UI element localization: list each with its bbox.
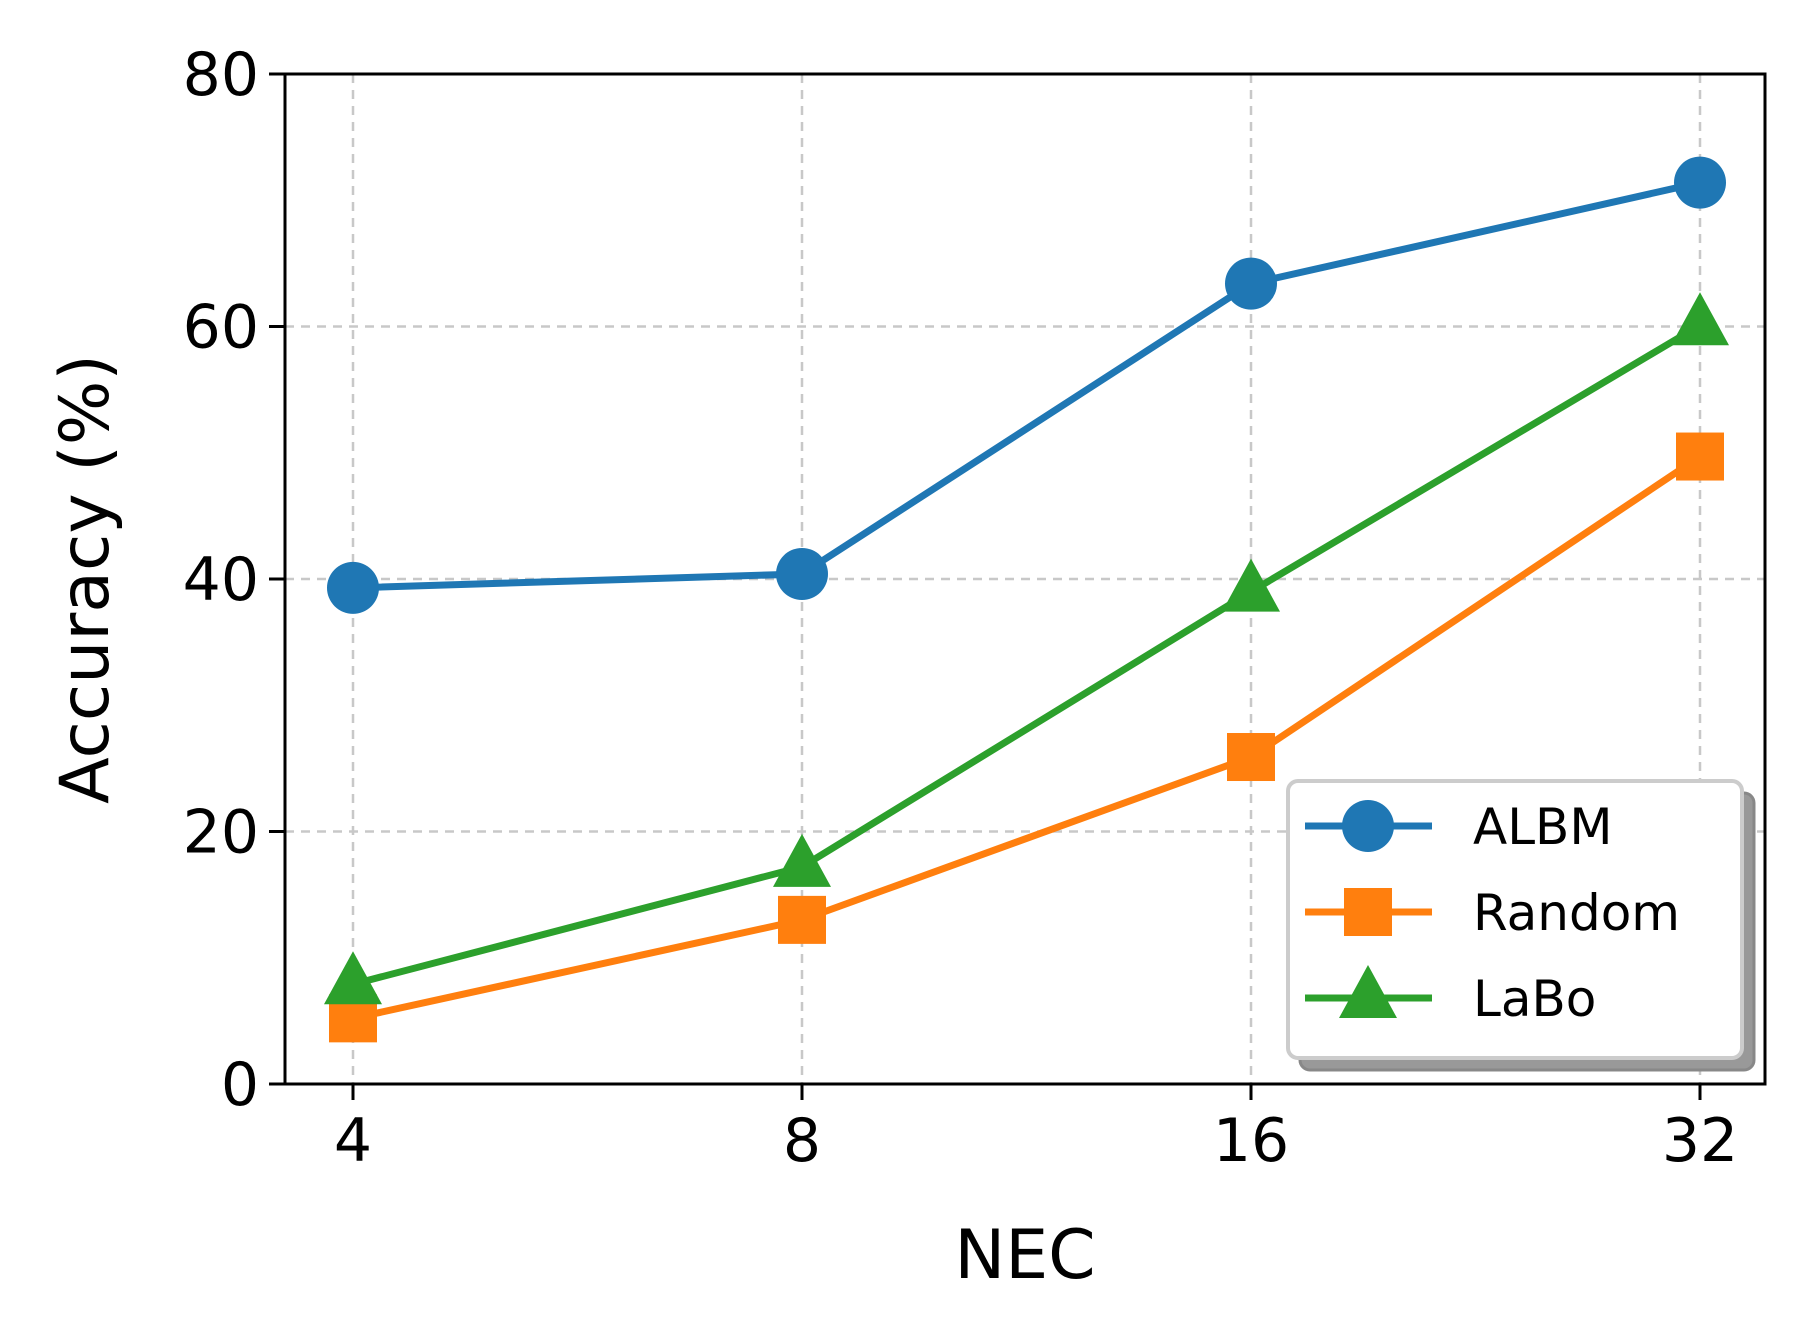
data-point-albm [776,547,828,600]
y-tick-label: 60 [183,293,259,363]
legend-entries: ALBM Random LaBo [1305,798,1680,1028]
y-tick-label: 20 [183,798,259,868]
data-point-random [778,895,826,944]
legend-marker-labo [1339,965,1397,1018]
y-tick-label: 40 [183,545,259,615]
series-albm [327,156,1726,614]
x-axis-label: NEC [954,1216,1095,1295]
legend-marker-albm [1342,800,1394,852]
legend-label-albm: ALBM [1473,798,1613,856]
data-point-albm [327,561,379,614]
data-point-labo [1222,558,1280,612]
axes: 4 8 16 32 0 20 40 60 80 [183,40,1739,1176]
y-tick-label: 80 [183,40,259,110]
x-tick-label: 4 [334,1106,372,1176]
data-point-albm [1674,156,1726,209]
data-point-labo [773,833,831,887]
data-point-random [1227,733,1275,782]
x-tick-label: 32 [1662,1106,1738,1176]
series-labo [324,292,1729,1005]
series-line-random [352,453,1702,1022]
series-layer [324,156,1729,1043]
series-line-labo [352,322,1702,988]
y-axis-label: Accuracy (%) [46,354,125,804]
x-tick-label: 8 [783,1106,821,1176]
data-point-albm [1225,257,1277,310]
legend-marker-random [1344,888,1392,936]
y-tick-label: 0 [221,1050,259,1120]
legend: ALBM Random LaBo [1286,779,1756,1072]
legend-box [1286,779,1744,1060]
series-random [329,432,1724,1043]
data-point-random [1676,432,1724,481]
series-line-albm [352,179,1701,592]
legend-label-labo: LaBo [1473,970,1596,1028]
legend-label-random: Random [1473,884,1680,942]
data-point-labo [1671,292,1729,346]
x-tick-label: 16 [1213,1106,1289,1176]
data-point-labo [324,951,382,1005]
